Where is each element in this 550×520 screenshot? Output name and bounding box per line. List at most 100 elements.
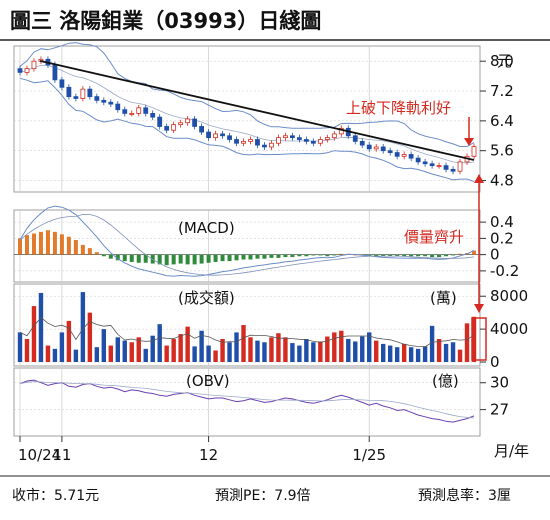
volume-bar <box>367 332 372 362</box>
volume-bar <box>325 336 330 362</box>
macd-bar <box>18 238 22 255</box>
volume-bar <box>157 324 162 362</box>
macd-bar <box>164 254 169 266</box>
volume-bar <box>464 323 470 362</box>
candle-body <box>450 168 456 172</box>
volume-bar <box>101 329 107 362</box>
x-tick-label: 11 <box>52 446 71 464</box>
volume-bar <box>457 349 463 362</box>
volume-bar <box>353 341 358 362</box>
candle-body <box>310 140 316 144</box>
volume-bar <box>429 325 435 362</box>
volume-bar <box>255 340 260 362</box>
macd-bar <box>367 254 372 256</box>
macd-bar <box>234 254 239 261</box>
volume-bar <box>346 338 351 362</box>
candle-body <box>436 165 442 168</box>
volume-bar <box>45 345 51 362</box>
volume-bar <box>471 316 477 362</box>
volume-bar <box>360 336 365 362</box>
candle-body <box>352 135 358 142</box>
macd-y-tick-label: 0.4 <box>490 213 514 231</box>
x-tick-label: 1/25 <box>352 446 386 464</box>
volume-bar <box>234 332 239 362</box>
macd-bar <box>241 254 246 260</box>
obv-panel-frame <box>13 367 481 437</box>
breakout-annotation: 上破下降軌利好 <box>346 99 451 117</box>
macd-bar <box>262 254 267 259</box>
volume-bar <box>436 338 442 362</box>
candle-body <box>94 96 100 101</box>
candle-body <box>66 86 72 98</box>
macd-bar <box>304 254 309 257</box>
candle-body <box>73 96 79 99</box>
footer-close: 收市：5.71元 <box>12 487 99 504</box>
candle-body <box>331 133 337 139</box>
volume-bar <box>73 349 79 362</box>
candle-body <box>129 113 135 115</box>
volume-y-tick-label: 0 <box>490 353 500 371</box>
volume-bar <box>227 342 232 362</box>
macd-bar <box>269 254 274 258</box>
macd-bar <box>458 253 463 255</box>
volume-bar <box>213 350 218 362</box>
volume-bar <box>122 340 127 362</box>
candle-body <box>303 139 309 142</box>
macd-bar <box>199 254 204 264</box>
macd-bar <box>94 252 99 255</box>
price-unit-label: 元 <box>497 52 512 70</box>
macd-bar <box>101 254 106 257</box>
macd-bar <box>339 253 344 255</box>
candle-body <box>324 137 330 140</box>
macd-bar <box>388 254 393 257</box>
macd-bar <box>24 235 29 255</box>
header-band <box>0 0 550 40</box>
macd-bar <box>143 254 148 263</box>
macd-bar <box>430 254 435 258</box>
volume-bar <box>408 347 414 362</box>
macd-bar <box>416 254 421 257</box>
macd-bar <box>409 254 414 257</box>
volume-bar <box>339 330 344 362</box>
macd-bar <box>451 254 456 256</box>
macd-bar <box>31 233 36 255</box>
volume-y-tick-label: 4000 <box>490 320 528 338</box>
candle-body <box>296 137 302 140</box>
volume-bar <box>24 338 30 362</box>
candle-body <box>366 144 372 150</box>
volume-bar <box>31 306 37 362</box>
volume-bar <box>248 337 253 362</box>
volume-bar <box>297 345 302 362</box>
volume-bar <box>220 338 225 362</box>
macd-bar <box>395 254 400 257</box>
candle-body <box>206 131 211 139</box>
price-y-tick-label: 5.6 <box>490 142 514 160</box>
macd-bar <box>332 254 337 256</box>
candle-body <box>443 165 449 170</box>
volume-price-annotation: 價量齊升 <box>404 228 464 246</box>
candle-body <box>220 133 225 137</box>
macd-bar <box>206 254 211 263</box>
volume-bar <box>129 342 134 362</box>
volume-bar <box>38 292 44 362</box>
candle-body <box>415 157 421 163</box>
macd-dea-line <box>19 213 475 276</box>
footer-yield: 預測息率：3厘 <box>418 487 511 504</box>
volume-bar <box>17 332 23 362</box>
macd-bar <box>402 254 407 257</box>
candle-body <box>101 99 107 103</box>
price-y-tick-label: 6.4 <box>490 112 514 130</box>
macd-bar <box>276 254 281 258</box>
volume-bar <box>311 342 316 362</box>
volume-bar <box>262 342 267 362</box>
macd-bar <box>157 254 162 265</box>
candle-body <box>262 144 267 148</box>
volume-bar <box>150 335 155 362</box>
volume-title: (成交額) <box>178 289 235 307</box>
candle-body <box>80 88 86 99</box>
candle-body <box>283 135 288 139</box>
volume-bar <box>192 346 197 362</box>
candle-body <box>178 122 184 125</box>
candle-body <box>171 124 177 131</box>
volume-bar <box>185 326 190 362</box>
